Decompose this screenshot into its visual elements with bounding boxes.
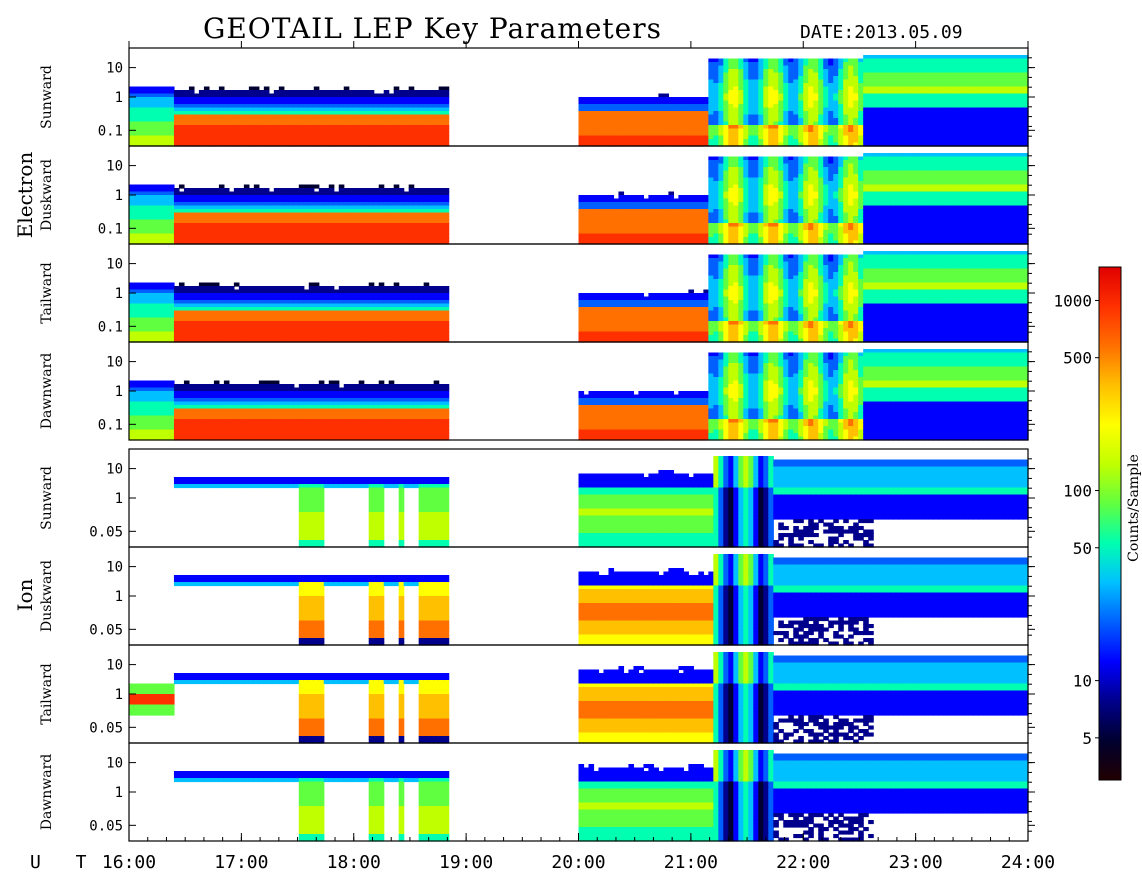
y-tick-label: 0.1 bbox=[98, 319, 123, 335]
x-axis-label: U T bbox=[30, 852, 99, 873]
colorbar-tick-label: 1000 bbox=[1053, 291, 1092, 310]
colorbar-tick-label: 500 bbox=[1063, 349, 1092, 368]
y-tick-label: 10 bbox=[106, 159, 123, 175]
y-tick-label: 0.1 bbox=[98, 123, 123, 139]
panel-label: Duskward bbox=[39, 159, 55, 231]
y-tick-label: 10 bbox=[106, 462, 123, 478]
y-tick-label: 10 bbox=[106, 756, 123, 772]
y-tick-label: 1 bbox=[115, 785, 123, 801]
colorbar: 1000 500 100 50 10 5 Counts/Sample bbox=[1053, 266, 1142, 781]
colorbar-label: Counts/Sample bbox=[1126, 454, 1142, 562]
y-tick-label: 10 bbox=[106, 658, 123, 674]
x-tick-label: 24:00 bbox=[1001, 852, 1055, 873]
y-tick-label: 10 bbox=[106, 257, 123, 273]
panel-label: Dawnward bbox=[39, 754, 55, 831]
electron-tailward-panel bbox=[129, 251, 1029, 343]
y-tick-label: 10 bbox=[106, 560, 123, 576]
y-tick-label: 0.1 bbox=[98, 221, 123, 237]
x-tick-label: 20:00 bbox=[551, 852, 605, 873]
y-tick-label: 0.05 bbox=[89, 524, 123, 540]
ion-dawnward-panel bbox=[173, 750, 1029, 842]
panel-label: Tailward bbox=[39, 262, 55, 324]
x-tick-label: 18:00 bbox=[327, 852, 381, 873]
panel-label: Tailward bbox=[39, 663, 55, 725]
colorbar-tick-label: 10 bbox=[1073, 672, 1092, 691]
axes-layer: Sunward 10 1 0.1 Duskward 10 1 0.1 Tailward 10 1 0.… bbox=[13, 41, 1055, 873]
ion-duskward-panel bbox=[173, 554, 1029, 646]
chart-title: GEOTAIL LEP Key Parameters bbox=[203, 12, 662, 45]
colorbar-tick-label: 5 bbox=[1082, 729, 1092, 748]
panel-label: Duskward bbox=[39, 560, 55, 632]
electron-dawnward-panel bbox=[129, 349, 1029, 441]
colorbar-tick-label: 50 bbox=[1073, 539, 1092, 558]
y-tick-label: 1 bbox=[115, 589, 123, 605]
x-tick-label: 16:00 bbox=[102, 852, 156, 873]
ion-sunward-panel bbox=[173, 456, 1029, 548]
y-tick-label: 0.05 bbox=[89, 622, 123, 638]
y-tick-label: 1 bbox=[115, 384, 123, 400]
x-tick-label: 19:00 bbox=[439, 852, 493, 873]
electron-sunward-panel bbox=[129, 55, 1029, 147]
electron-duskward-panel bbox=[129, 153, 1029, 245]
x-tick-label: 21:00 bbox=[664, 852, 718, 873]
y-tick-label: 1 bbox=[115, 188, 123, 204]
y-tick-label: 1 bbox=[115, 90, 123, 106]
y-tick-label: 0.05 bbox=[89, 818, 123, 834]
x-tick-label: 23:00 bbox=[889, 852, 943, 873]
y-tick-label: 1 bbox=[115, 286, 123, 302]
panel-label: Sunward bbox=[39, 466, 55, 530]
panel-label: Sunward bbox=[39, 65, 55, 129]
y-tick-label: 1 bbox=[115, 491, 123, 507]
colorbar-tick-label: 100 bbox=[1063, 482, 1092, 501]
group-label: Ion bbox=[13, 578, 37, 611]
x-tick-label: 22:00 bbox=[776, 852, 830, 873]
panel-label: Dawnward bbox=[39, 353, 55, 430]
ion-tailward-panel bbox=[129, 652, 1029, 744]
date-label: DATE:2013.05.09 bbox=[800, 22, 963, 43]
y-tick-label: 10 bbox=[106, 61, 123, 77]
y-tick-label: 0.05 bbox=[89, 720, 123, 736]
colorbar-gradient bbox=[1098, 266, 1122, 781]
panels-layer bbox=[129, 55, 1029, 842]
y-tick-label: 10 bbox=[106, 355, 123, 371]
date-prefix: DATE: bbox=[800, 22, 854, 43]
date-value: 2013.05.09 bbox=[854, 22, 962, 43]
x-tick-label: 17:00 bbox=[214, 852, 268, 873]
y-tick-label: 1 bbox=[115, 687, 123, 703]
group-label: Electron bbox=[13, 152, 37, 239]
y-tick-label: 0.1 bbox=[98, 417, 123, 433]
